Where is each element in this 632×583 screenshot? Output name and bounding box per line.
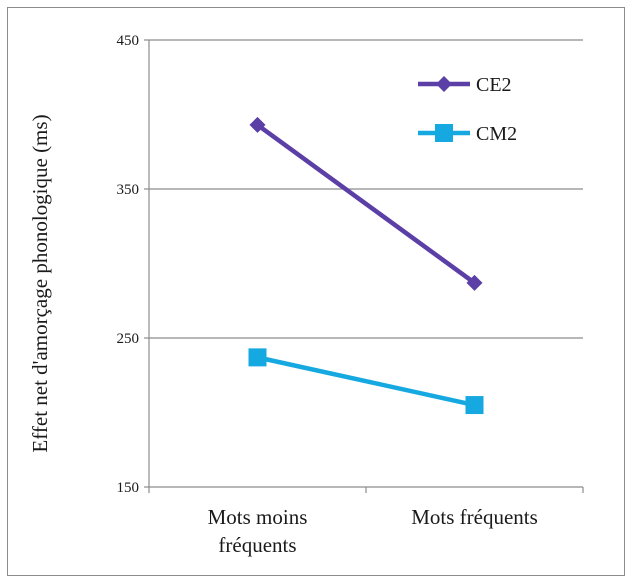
y-tick-label: 250 xyxy=(117,331,140,347)
legend-marker xyxy=(436,76,452,92)
data-point xyxy=(249,116,266,133)
y-tick-labels: 150 250 350 450 xyxy=(117,33,140,496)
axes xyxy=(144,39,584,493)
series-ce2 xyxy=(249,116,483,291)
x-tick-label: Mots fréquents xyxy=(411,505,538,529)
data-point xyxy=(465,396,484,415)
chart-frame xyxy=(7,7,625,576)
legend-item-cm2: CM2 xyxy=(418,123,517,145)
data-point xyxy=(466,274,483,291)
legend-marker xyxy=(435,124,453,142)
y-tick-label: 350 xyxy=(117,182,140,198)
legend-label: CE2 xyxy=(476,74,512,96)
legend-item-ce2: CE2 xyxy=(418,74,512,96)
y-tick-label: 450 xyxy=(117,33,140,49)
series-cm2 xyxy=(248,348,484,415)
x-tick-labels: Mots moins fréquents Mots fréquents xyxy=(208,505,538,557)
y-axis-title: Effet net d'amorçage phonologique (ms) xyxy=(28,114,52,452)
y-tick-label: 150 xyxy=(117,480,140,496)
x-tick-label: Mots moins fréquents xyxy=(208,505,308,557)
series xyxy=(248,116,484,415)
series-line xyxy=(257,355,475,408)
gridlines xyxy=(149,39,583,339)
legend-label: CM2 xyxy=(476,123,517,145)
data-point xyxy=(248,348,267,367)
legend: CE2 CM2 xyxy=(418,74,517,145)
series-line xyxy=(256,123,476,285)
